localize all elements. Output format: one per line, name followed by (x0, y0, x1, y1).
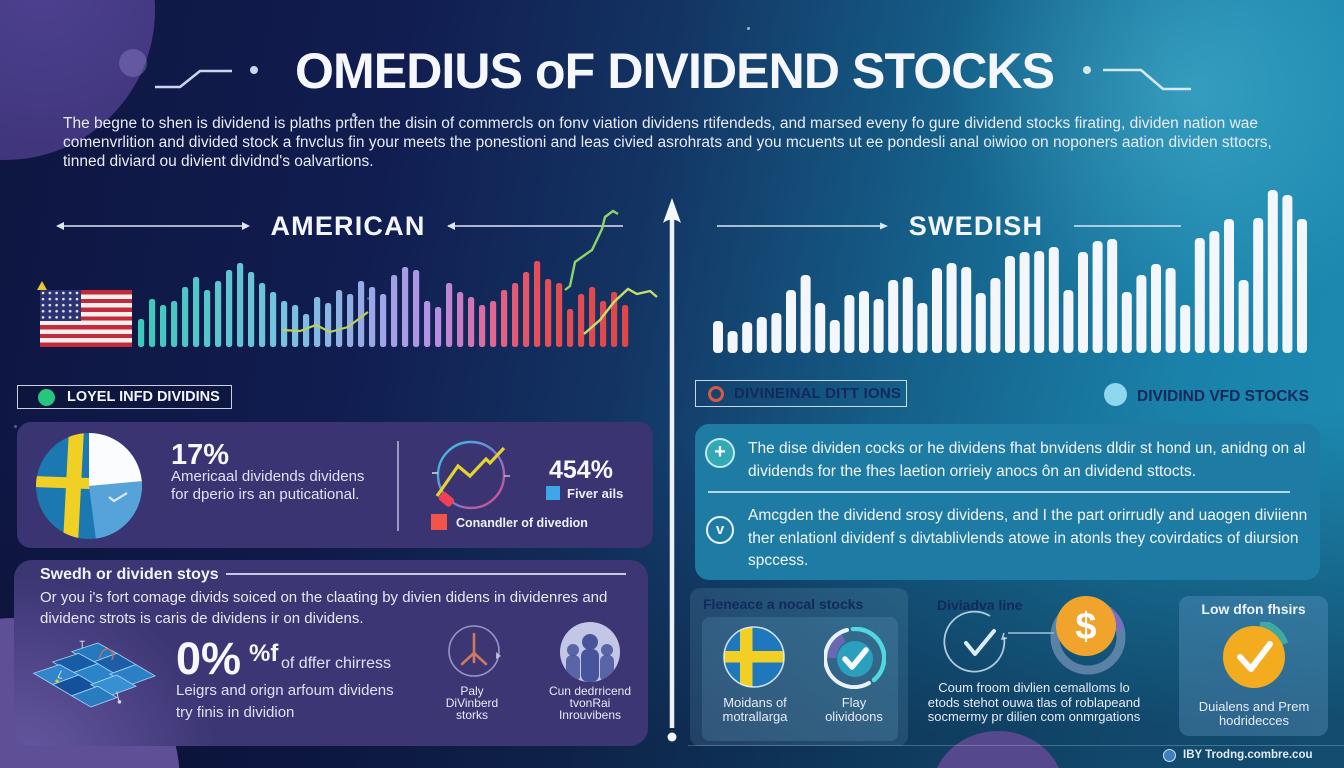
svg-text:$: $ (1075, 606, 1096, 648)
